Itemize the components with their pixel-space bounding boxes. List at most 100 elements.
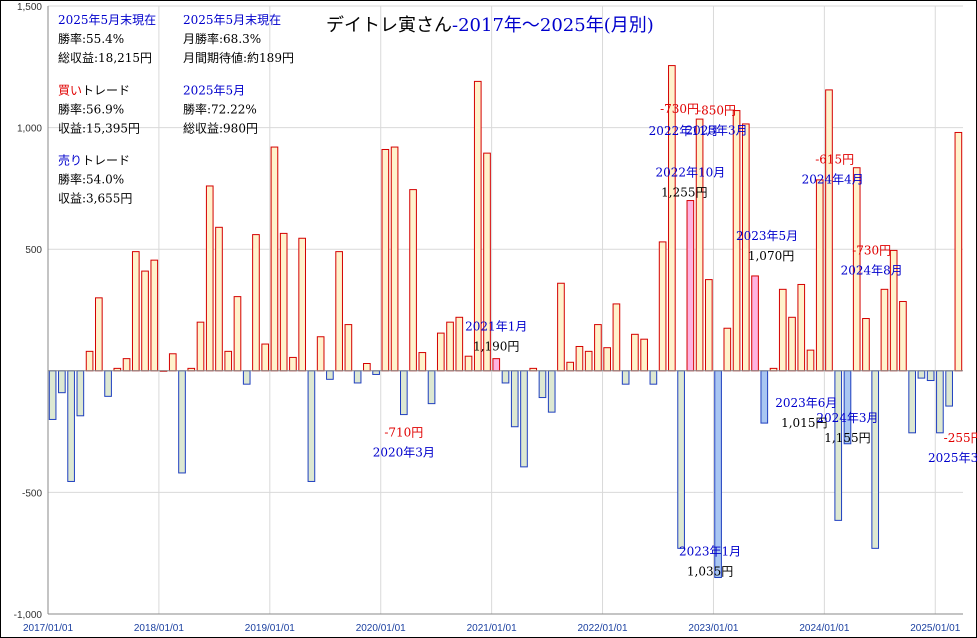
bar — [945, 370, 953, 407]
bar — [658, 241, 667, 372]
bar — [363, 363, 371, 372]
bar — [917, 370, 926, 379]
bar — [483, 152, 491, 372]
stats-note: 勝率:55.4% — [58, 31, 124, 46]
stats-note: 2025年5月末現在 — [183, 13, 281, 27]
bar — [695, 118, 704, 372]
annotation-label: 2024年3月 — [816, 411, 878, 425]
bar — [788, 316, 796, 372]
chart-title-range: -2017年～2025年(月別) — [452, 15, 654, 36]
annotation-label: 2023年1月 — [679, 545, 741, 559]
annotation-label: -615円 — [815, 153, 854, 167]
bar — [575, 345, 584, 372]
bar — [640, 338, 648, 372]
bar — [492, 358, 501, 372]
bar — [510, 370, 519, 428]
bar — [215, 226, 223, 372]
bar — [131, 251, 140, 372]
annotation-label: 2025年3月 — [928, 451, 977, 465]
bar — [547, 370, 556, 413]
bar — [631, 333, 639, 372]
annotation-label: 2024年8月 — [841, 263, 903, 277]
bar — [778, 288, 787, 372]
bar — [741, 123, 750, 372]
bar — [677, 370, 685, 549]
y-tick-label: -1,000 — [14, 610, 43, 621]
bar — [372, 370, 380, 375]
bar — [335, 251, 343, 372]
bar — [538, 370, 547, 399]
annotation-label: 2025年5月 — [942, 0, 977, 3]
stats-note: 勝率:54.0% — [58, 172, 124, 187]
bar — [871, 370, 880, 549]
x-tick-label: 2023/01/01 — [688, 623, 738, 634]
bar — [936, 370, 944, 434]
stats-note: 月間期待値:約189円 — [183, 50, 294, 65]
bar — [279, 232, 288, 372]
bar — [751, 275, 759, 372]
annotation-label: -850円 — [697, 104, 736, 118]
bar — [954, 131, 963, 372]
y-tick-label: 500 — [25, 245, 42, 256]
bar — [825, 89, 833, 372]
bar — [880, 288, 889, 372]
annotation-label: 1,035円 — [687, 565, 733, 579]
x-tick-label: 2020/01/01 — [356, 623, 406, 634]
bar — [723, 327, 732, 372]
annotation-label: 1,015円 — [781, 416, 827, 430]
bar — [409, 189, 417, 372]
bar — [233, 296, 242, 372]
bar — [446, 321, 454, 372]
annotation-label: -730円 — [852, 243, 891, 257]
bar — [381, 148, 390, 372]
bar — [252, 234, 260, 372]
x-tick-label: 2024/01/01 — [799, 623, 849, 634]
bar — [400, 370, 408, 416]
annotation-label: -710円 — [384, 426, 423, 440]
bar — [557, 282, 565, 372]
bar — [862, 318, 870, 372]
annotation-label: 2023年5月 — [736, 229, 798, 243]
stats-note: 収益:15,395円 — [58, 121, 140, 135]
bar — [908, 370, 916, 434]
annotation-label: 1,070円 — [748, 249, 794, 263]
stats-note: 勝率:56.9% — [58, 101, 124, 116]
bar — [418, 352, 427, 372]
bar — [806, 349, 815, 372]
bar — [612, 303, 621, 372]
bar — [104, 370, 112, 397]
bar — [436, 332, 445, 372]
bar — [390, 146, 399, 372]
bar — [122, 358, 131, 372]
stats-note: 総収益:980円 — [183, 121, 258, 135]
bar — [455, 316, 464, 372]
chart-title-main: デイトレ寅さん — [326, 15, 452, 36]
annotation-label: 980円 — [955, 0, 977, 3]
bar — [834, 370, 843, 521]
stats-note: 総収益:18,215円 — [58, 51, 152, 65]
bar — [168, 353, 177, 372]
axes: 1,500 1,000 500 -500 -1,000 2017/01/01 2018/01… — [14, 2, 963, 634]
stats-note: 収益:3,655円 — [58, 192, 132, 206]
x-tick-label: 2018/01/01 — [134, 623, 184, 634]
bar — [150, 259, 159, 372]
annotation-label: 2024年4月 — [802, 173, 864, 187]
annotation-label: 1,155円 — [824, 431, 870, 445]
bar — [464, 355, 473, 372]
stats-note: 2025年5月末現在 — [58, 13, 156, 27]
bar — [705, 279, 713, 372]
bar — [307, 370, 316, 482]
y-tick-label: 1,000 — [17, 124, 42, 135]
annotation-label: 1,190円 — [473, 340, 519, 354]
annotation-label: 1,255円 — [661, 186, 707, 200]
annotation-label: -255円 — [944, 431, 977, 445]
bar — [141, 270, 149, 372]
bar — [224, 350, 233, 372]
annotation-label: 2023年6月 — [775, 396, 837, 410]
bar — [196, 321, 205, 372]
bar — [501, 370, 510, 384]
bar — [85, 350, 94, 372]
x-tick-label: 2022/01/01 — [578, 623, 628, 634]
bar — [316, 336, 325, 372]
annotation-labels: 2021年1月 1,190円 2022年10月 1,255円 2023年1月 1,035円… — [373, 0, 977, 579]
